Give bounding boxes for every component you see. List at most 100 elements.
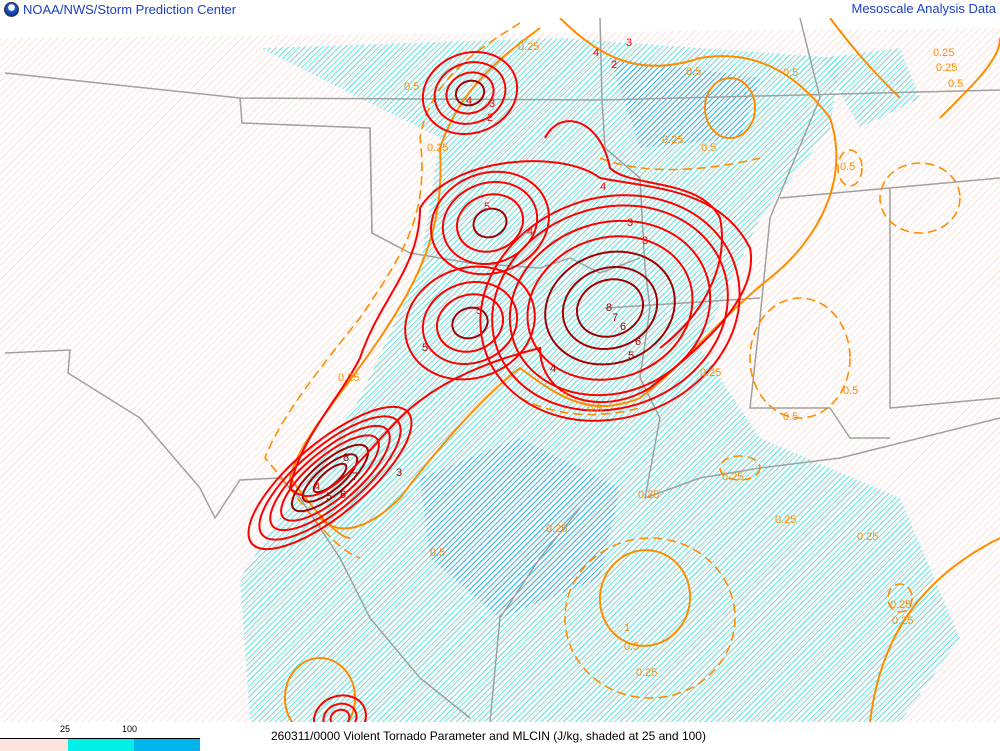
contour-label: 0.5 [840, 161, 855, 173]
border-line [369, 127, 373, 234]
contour-label: 3 [396, 467, 402, 479]
colorbar-label: 100 [122, 724, 138, 734]
contour-line [404, 265, 536, 381]
contour-label: 0.25 [427, 142, 448, 154]
contour-label: 0.5 [430, 547, 445, 559]
contour-line [445, 71, 495, 115]
border-line [4, 72, 1000, 101]
border-line [489, 507, 581, 722]
contour-label: 4 [550, 363, 556, 375]
contour-label: 8 [606, 302, 612, 314]
contour-line [939, 37, 1000, 119]
contour-line [544, 250, 676, 366]
contour-line [869, 537, 1000, 722]
contour-label: 7 [612, 312, 618, 324]
contour-label: 8 [343, 452, 349, 464]
contour-line [879, 162, 961, 234]
contour-line [544, 120, 723, 349]
contour-label: 0.25 [890, 599, 911, 611]
contour-label: 3 [642, 235, 648, 247]
colorbar-segment [134, 738, 200, 751]
contour-line [491, 204, 729, 412]
contour-line [472, 207, 508, 239]
footer: 25 100 260311/0000 Violent Tornado Param… [0, 722, 1000, 751]
contour-label: 0.5 [948, 78, 963, 90]
contour-line [280, 434, 380, 522]
contour-line [288, 160, 753, 497]
contour-label: 0.5 [783, 67, 798, 79]
contour-label: 0.5 [686, 66, 701, 78]
border-line [749, 18, 890, 439]
contour-line [290, 443, 370, 513]
contour-label: 2 [611, 59, 617, 71]
contour-label: 0.25 [722, 471, 743, 483]
contour-label: 0.25 [857, 531, 878, 543]
contour-label: 5 [422, 342, 428, 354]
contour-label: 4 [466, 95, 472, 107]
contour-label: 0.25 [700, 367, 721, 379]
contour-line [436, 293, 504, 353]
noaa-logo [4, 2, 19, 17]
contour-label: 0.25 [546, 523, 567, 535]
contour-line [719, 455, 761, 481]
contour-line [564, 537, 736, 699]
contour-label: 0.25 [775, 514, 796, 526]
contour-label: 6 [620, 321, 626, 333]
contour-label: 3 [489, 98, 495, 110]
contour-line [247, 405, 413, 551]
contour-line [441, 180, 539, 266]
contour-line [837, 149, 863, 187]
colorbar-label: 25 [60, 724, 71, 734]
contour-label: 0.5 [701, 142, 716, 154]
contour-label: 3 [626, 37, 632, 49]
contour-line [313, 694, 367, 722]
header-title: NOAA/NWS/Storm Prediction Center [4, 1, 236, 18]
header-right-title: Mesoscale Analysis Data [851, 1, 996, 16]
header-left-title: NOAA/NWS/Storm Prediction Center [23, 2, 237, 17]
contour-line [508, 219, 712, 397]
contour-line [451, 306, 489, 340]
contour-line [421, 280, 519, 366]
contour-line [322, 702, 358, 722]
contour-label: 0.5 [587, 403, 602, 415]
contour-line [421, 50, 519, 136]
contour-label: 4 [314, 481, 320, 493]
contour-label: 3 [562, 389, 568, 401]
contour-label: 0.25 [638, 489, 659, 501]
state-borders [4, 18, 1000, 722]
contour-line [329, 708, 351, 722]
contour-line [561, 265, 659, 351]
contour-line [433, 61, 507, 125]
contour-line [599, 157, 761, 171]
border-line [644, 417, 1000, 499]
contour-line [301, 453, 359, 503]
contour-label: 5 [326, 491, 332, 503]
contour-label: 6 [635, 336, 641, 348]
contour-label: 5 [484, 201, 490, 213]
contour-label: 0.25 [338, 372, 359, 384]
contour-label: 1 [624, 622, 630, 634]
vtp-contours [247, 50, 753, 722]
contour-label: 0.25 [636, 667, 657, 679]
border-line [599, 18, 661, 499]
contour-label: 0.25 [892, 615, 913, 627]
contour-line [526, 235, 694, 381]
contour-label: 5 [476, 305, 482, 317]
contour-line [887, 583, 913, 613]
contour-label: 0.25 [518, 41, 539, 53]
contour-label: 0.5 [404, 81, 419, 93]
contour-line [749, 297, 851, 419]
contour-line [264, 22, 521, 559]
contour-line [598, 549, 692, 647]
border-line [889, 188, 1000, 409]
contour-label: 0.25 [933, 47, 954, 59]
contour-label: 4 [600, 181, 606, 193]
contour-label: 4 [527, 226, 533, 238]
border-line [239, 97, 641, 274]
contour-line [829, 18, 901, 99]
contour-label: 3 [627, 217, 633, 229]
contour-line [479, 194, 741, 422]
contour-label: 7 [352, 471, 358, 483]
contour-line [454, 79, 486, 107]
